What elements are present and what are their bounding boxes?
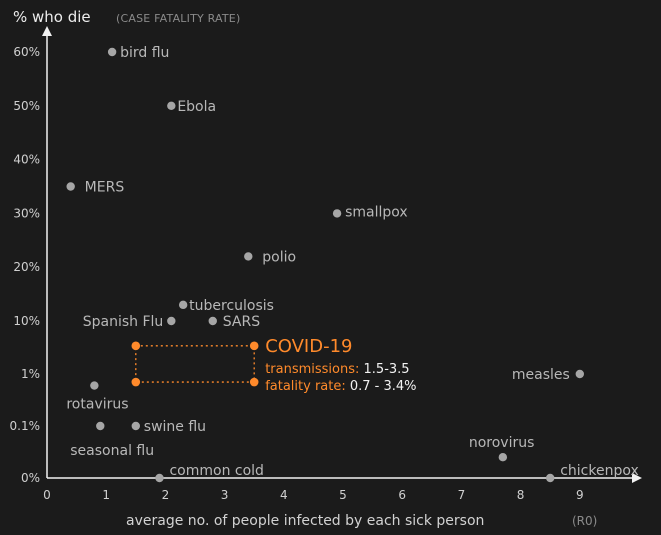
covid-range-marker [131,341,141,351]
x-tick-label: 7 [458,488,466,502]
data-point [131,421,140,431]
covid-detail-key: transmissions: [265,362,363,377]
point-label: Ebola [177,99,216,115]
x-tick-label: 4 [280,488,288,502]
x-axis-arrow [632,473,642,483]
covid-detail-value: 1.5-3.5 [364,362,410,377]
point-label: Spanish Flu [83,314,164,330]
x-tick-label: 5 [339,488,347,502]
covid-range-marker [131,377,141,387]
point-label: SARS [223,314,260,330]
y-tick-label: 0% [21,471,40,485]
x-tick-label: 3 [221,488,229,502]
point-label: tuberculosis [189,298,274,314]
y-ticks: 0% 0.1% 1% 10% 20% 30% 40% 50% 60% [10,45,41,485]
x-axis-label: average no. of people infected by each s… [126,513,484,529]
x-axis-unit: (R0) [572,514,597,528]
y-tick-label: 50% [13,99,40,113]
point-label: rotavirus [66,397,128,413]
x-tick-label: 2 [162,488,170,502]
data-point [575,369,584,379]
data-point [90,381,99,390]
y-tick-label: 10% [13,314,40,328]
data-point [178,300,188,310]
data-point [66,182,75,191]
covid-detail-value: 0.7 - 3.4% [350,379,417,394]
point-label: polio [262,249,296,265]
point-label: MERS [85,180,125,196]
data-point [208,316,217,326]
covid-title: COVID-19 [265,336,352,357]
data-points: bird flu Ebola MERS smallpox polio tuberculos… [66,45,639,483]
point-label: common cold [169,463,263,479]
point-label: swine flu [144,419,206,435]
y-tick-label: 20% [13,260,40,274]
title: % who die (CASE FATALITY RATE) [13,8,240,26]
y-tick-label: 60% [13,45,40,59]
point-label: seasonal flu [70,443,154,459]
covid-highlight: COVID-19 transmissions: 1.5-3.5 fatality r… [131,336,417,394]
data-point [498,453,508,462]
data-point [332,209,342,218]
covid-detail-key: fatality rate: [265,379,350,394]
point-label: measles [512,367,570,383]
x-ticks: 0 1 2 3 4 5 6 7 8 9 [43,488,583,502]
y-tick-label: 1% [21,367,40,381]
data-point [546,473,555,483]
y-tick-label: 40% [13,153,40,167]
point-label: smallpox [345,204,408,220]
point-label: norovirus [469,435,535,451]
data-point [155,473,164,483]
y-tick-label: 0.1% [10,419,41,433]
data-point [244,252,253,261]
data-point [96,421,105,431]
data-point [107,47,117,57]
x-tick-label: 0 [43,488,51,502]
point-label: bird flu [120,45,169,61]
x-tick-label: 1 [102,488,110,502]
covid-range-box [135,345,255,383]
covid-range-marker [249,377,259,387]
x-axis-title: average no. of people infected by each s… [126,513,597,529]
y-tick-label: 30% [13,206,40,220]
y-axis-title: % who die [13,8,91,26]
data-point [167,316,176,326]
axes [42,26,642,483]
covid-detail: transmissions: 1.5-3.5 [265,362,409,377]
y-axis-subtitle: (CASE FATALITY RATE) [116,12,240,25]
point-label: chickenpox [560,463,639,479]
data-point [167,101,176,111]
x-tick-label: 6 [398,488,406,502]
covid-detail: fatality rate: 0.7 - 3.4% [265,379,416,394]
y-axis-arrow [42,26,52,36]
x-tick-label: 8 [517,488,525,502]
x-tick-label: 9 [576,488,584,502]
covid-range-marker [249,341,259,351]
